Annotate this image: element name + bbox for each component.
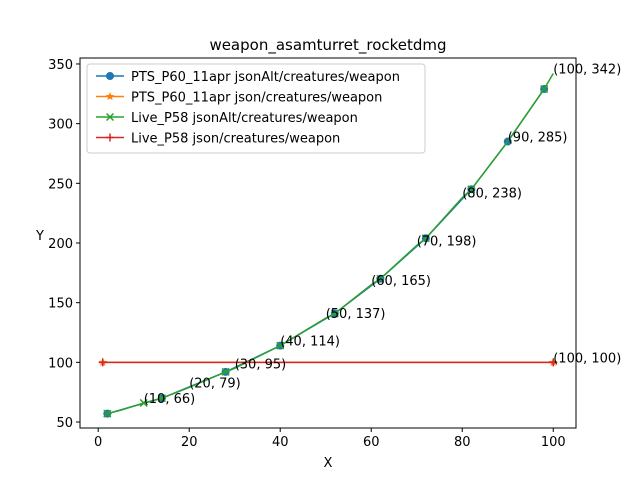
- legend-label: Live_P58 json/creatures/weapon: [131, 132, 340, 147]
- x-axis-label: X: [324, 456, 333, 471]
- y-tick-label: 200: [48, 237, 73, 252]
- x-tick-label: 40: [272, 435, 289, 450]
- legend-marker: [106, 72, 114, 80]
- legend-label: PTS_P60_11apr json/creatures/weapon: [131, 91, 382, 106]
- point-annotation: (60, 165): [371, 274, 431, 289]
- data-point: [540, 85, 549, 94]
- data-point: [421, 234, 430, 243]
- legend-marker: [105, 92, 115, 101]
- legend: PTS_P60_11apr jsonAlt/creatures/weapon PT…: [86, 63, 426, 154]
- point-annotation: (50, 137): [326, 307, 386, 322]
- chart-title: weapon_asamturret_rocketdmg: [209, 36, 446, 55]
- legend-label: Live_P58 jsonAlt/creatures/weapon: [131, 111, 358, 126]
- legend-entry: PTS_P60_11apr json/creatures/weapon: [96, 91, 382, 106]
- y-axis: 50 100 150 200 250 300 350: [48, 58, 80, 431]
- x-tick-label: 20: [181, 435, 198, 450]
- point-annotation: (80, 238): [462, 187, 522, 202]
- data-point: [98, 358, 107, 367]
- legend-marker: [106, 133, 114, 142]
- data-point: [467, 185, 476, 194]
- data-point: [103, 409, 112, 418]
- y-tick-label: 350: [48, 58, 73, 73]
- x-tick-label: 0: [94, 435, 102, 450]
- data-point: [221, 367, 230, 376]
- legend-marker: [105, 112, 115, 122]
- point-annotation: (30, 95): [235, 357, 286, 372]
- y-tick-label: 100: [48, 356, 73, 371]
- series-3: [103, 73, 554, 418]
- x-axis: 0 20 40 60 80 100: [94, 428, 566, 450]
- data-point: [549, 358, 558, 367]
- legend-entry: Live_P58 jsonAlt/creatures/weapon: [96, 111, 358, 126]
- point-annotations: (10, 66)(20, 79) (30, 95) (40, 114) (50, 13…: [144, 63, 622, 407]
- data-point: [157, 394, 166, 403]
- series-4: [98, 358, 558, 367]
- point-annotation: (100, 342): [553, 63, 621, 78]
- data-point: [139, 398, 148, 407]
- point-annotation: (10, 66): [144, 392, 196, 407]
- y-axis-label: Y: [35, 229, 44, 244]
- legend-entry: PTS_P60_11apr jsonAlt/creatures/weapon: [96, 70, 400, 85]
- point-annotation: (70, 198): [417, 234, 477, 249]
- point-annotation: (20, 79): [189, 376, 241, 391]
- legend-entry: Live_P58 json/creatures/weapon: [96, 132, 340, 147]
- y-tick-label: 150: [48, 297, 73, 312]
- y-tick-label: 300: [48, 118, 73, 133]
- y-tick-label: 250: [48, 177, 73, 192]
- data-point: [330, 309, 339, 318]
- x-tick-label: 80: [454, 435, 471, 450]
- x-tick-label: 60: [363, 435, 380, 450]
- point-annotation: (100, 100): [553, 351, 621, 366]
- x-tick-label: 100: [541, 435, 566, 450]
- point-annotation: (90, 285): [508, 131, 568, 146]
- data-point: [276, 341, 285, 350]
- plot-area: [98, 73, 558, 418]
- data-point: [376, 274, 385, 283]
- y-tick-label: 50: [56, 416, 73, 431]
- legend-label: PTS_P60_11apr jsonAlt/creatures/weapon: [131, 70, 400, 85]
- legend-box: [86, 63, 426, 154]
- point-annotation: (40, 114): [280, 335, 340, 350]
